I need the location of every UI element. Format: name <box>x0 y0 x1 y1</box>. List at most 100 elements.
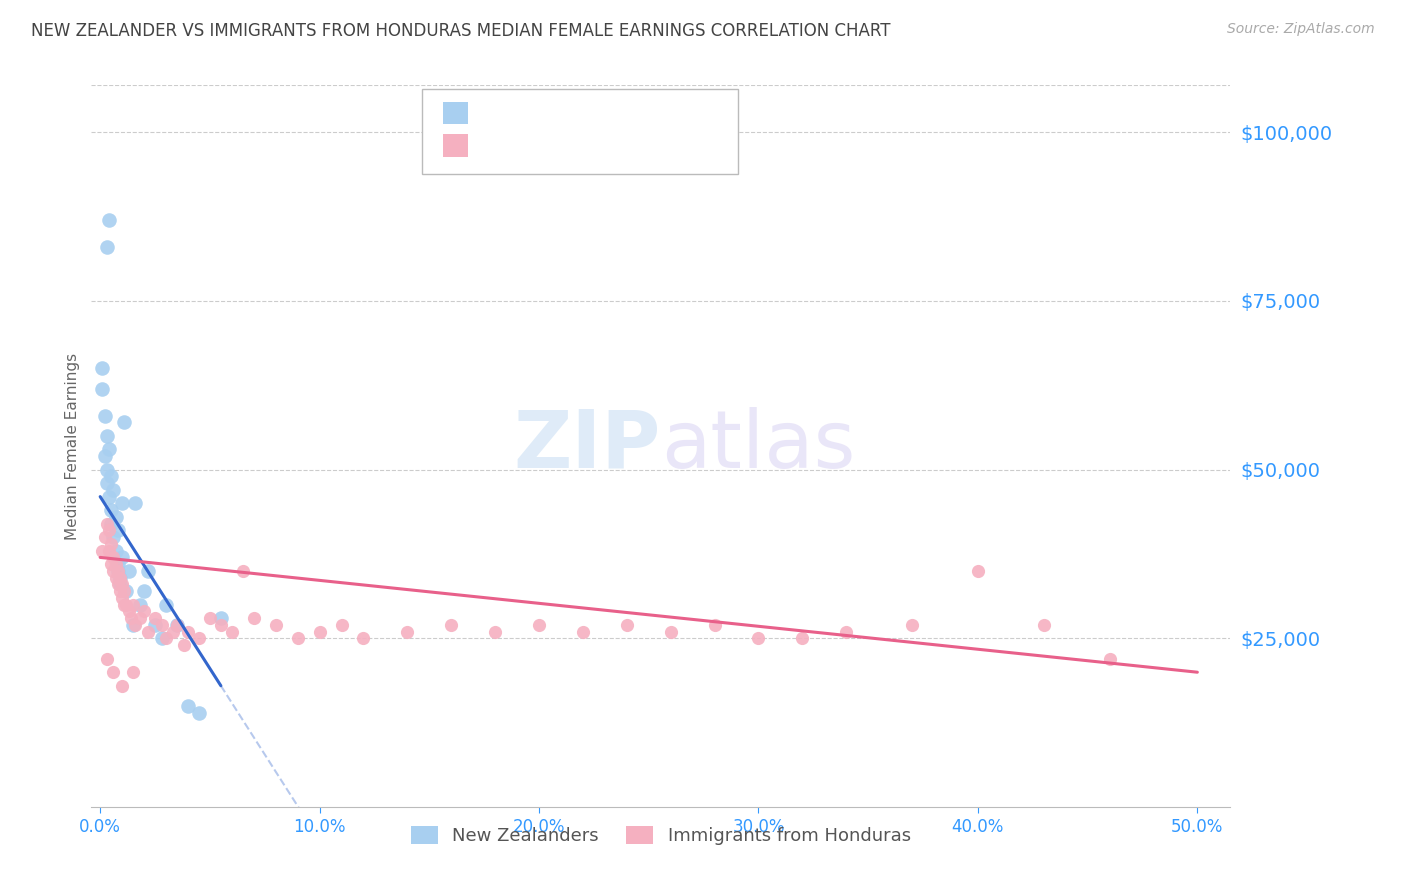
Point <box>703 618 725 632</box>
Point <box>104 543 127 558</box>
Point <box>115 584 138 599</box>
Point <box>111 550 134 565</box>
Point <box>108 571 131 585</box>
Point <box>96 476 118 491</box>
Point <box>166 618 188 632</box>
Point <box>177 624 200 639</box>
Point <box>91 382 114 396</box>
Point <box>107 557 129 571</box>
Point <box>124 496 146 510</box>
Point <box>221 624 243 639</box>
Point <box>122 618 145 632</box>
Point <box>104 509 127 524</box>
Point <box>91 361 114 376</box>
Point <box>128 598 150 612</box>
Point <box>103 665 125 680</box>
Point <box>91 543 114 558</box>
Text: NEW ZEALANDER VS IMMIGRANTS FROM HONDURAS MEDIAN FEMALE EARNINGS CORRELATION CHA: NEW ZEALANDER VS IMMIGRANTS FROM HONDURA… <box>31 22 890 40</box>
Point <box>108 584 131 599</box>
Point <box>112 598 135 612</box>
Point <box>616 618 638 632</box>
Point <box>308 624 330 639</box>
Point <box>112 416 135 430</box>
Point <box>97 543 120 558</box>
Point <box>111 496 134 510</box>
Point <box>100 503 122 517</box>
Point <box>1098 651 1121 665</box>
Point <box>353 632 375 646</box>
Point <box>162 624 184 639</box>
Point <box>198 611 221 625</box>
Point <box>122 665 145 680</box>
Point <box>143 618 166 632</box>
Point <box>96 429 118 443</box>
Point <box>792 632 814 646</box>
Point <box>97 212 120 227</box>
Point <box>155 632 177 646</box>
Point <box>103 550 125 565</box>
Point <box>111 679 134 693</box>
Text: Source: ZipAtlas.com: Source: ZipAtlas.com <box>1227 22 1375 37</box>
Point <box>96 516 118 531</box>
Point <box>103 564 125 578</box>
Point <box>100 469 122 483</box>
Point <box>115 598 138 612</box>
Point <box>1032 618 1054 632</box>
Point <box>901 618 924 632</box>
Point <box>107 524 129 538</box>
Point <box>112 584 135 599</box>
Point <box>108 571 131 585</box>
Point <box>103 483 125 497</box>
Point <box>107 577 129 591</box>
Point <box>124 618 146 632</box>
Point <box>835 624 858 639</box>
Y-axis label: Median Female Earnings: Median Female Earnings <box>65 352 80 540</box>
Point <box>132 584 155 599</box>
Point <box>93 530 115 544</box>
Point <box>166 618 188 632</box>
Point <box>104 557 127 571</box>
Point <box>187 706 209 720</box>
Point <box>967 564 990 578</box>
Point <box>747 632 769 646</box>
Point <box>150 632 173 646</box>
Point <box>527 618 550 632</box>
Point <box>440 618 463 632</box>
Point <box>97 524 120 538</box>
Point <box>330 618 353 632</box>
Text: R = -0.409   N = 64: R = -0.409 N = 64 <box>479 136 671 154</box>
Point <box>128 611 150 625</box>
Point <box>108 577 131 591</box>
Point <box>122 598 145 612</box>
Point <box>111 577 134 591</box>
Point <box>111 591 134 605</box>
Point <box>96 651 118 665</box>
Point <box>242 611 264 625</box>
Point <box>173 638 195 652</box>
Point <box>187 632 209 646</box>
Text: atlas: atlas <box>661 407 855 485</box>
Point <box>138 564 160 578</box>
Point <box>93 449 115 463</box>
Point <box>104 571 127 585</box>
Point <box>659 624 682 639</box>
Point <box>96 462 118 476</box>
Point <box>107 564 129 578</box>
Point <box>209 618 232 632</box>
Point <box>97 490 120 504</box>
Point <box>118 604 141 618</box>
Point <box>138 624 160 639</box>
Point <box>396 624 419 639</box>
Point <box>232 564 254 578</box>
Point <box>177 698 200 713</box>
Point <box>287 632 309 646</box>
Point <box>484 624 506 639</box>
Point <box>100 557 122 571</box>
Point <box>150 618 173 632</box>
Legend: New Zealanders, Immigrants from Honduras: New Zealanders, Immigrants from Honduras <box>404 819 918 853</box>
Point <box>96 240 118 254</box>
Point <box>143 611 166 625</box>
Point <box>107 564 129 578</box>
Point <box>132 604 155 618</box>
Text: ZIP: ZIP <box>513 407 661 485</box>
